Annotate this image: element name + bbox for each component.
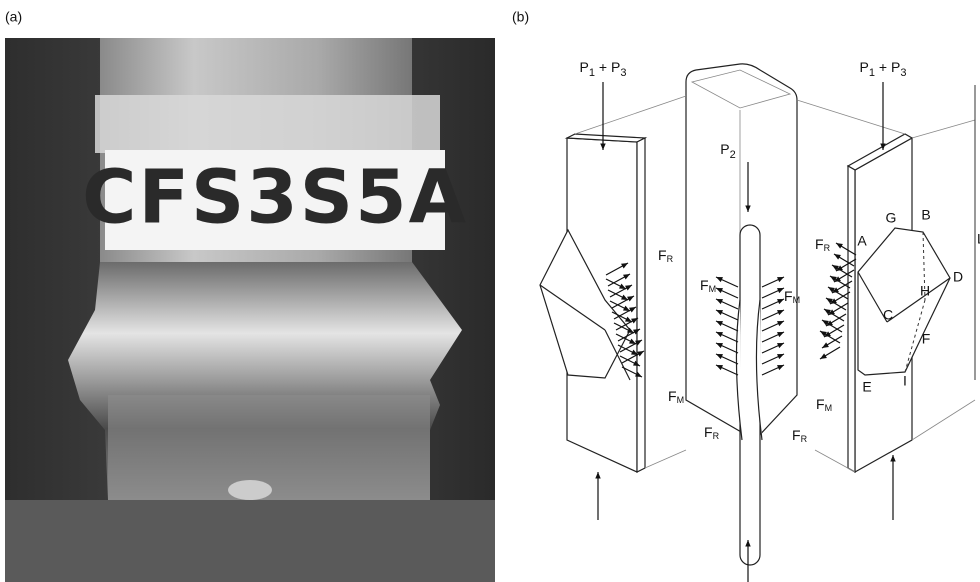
force-label: FM <box>784 288 800 306</box>
force-main: F <box>658 247 667 263</box>
point-label: C <box>883 307 893 323</box>
diagram <box>540 64 975 565</box>
point-label: A <box>857 233 867 249</box>
point-label: B <box>921 207 930 223</box>
force-arrow-head <box>836 243 843 249</box>
point-label: G <box>886 210 897 226</box>
force-label: FR <box>815 236 831 254</box>
load-plus: + P <box>875 59 900 75</box>
force-main: F <box>815 236 824 252</box>
force-sub: M <box>825 403 833 413</box>
load-label: P1 + P3 <box>580 59 627 79</box>
panel-label: (b) <box>512 9 529 25</box>
photo: CFS3S5A <box>5 38 495 582</box>
point-label: E <box>862 379 871 395</box>
reaction-arrow-head <box>595 472 600 478</box>
force-sub: R <box>713 431 720 441</box>
point-label: I <box>903 373 907 389</box>
force-label: FR <box>704 424 720 442</box>
force-label: FR <box>658 247 674 265</box>
force-arrow-head <box>822 342 829 348</box>
force-main: F <box>704 424 713 440</box>
force-label: FR <box>792 427 808 445</box>
force-main: F <box>816 396 825 412</box>
force-arrow-head <box>834 254 841 260</box>
force-arrow-head <box>820 353 827 359</box>
force-label: FM <box>816 396 832 414</box>
load-sub: 3 <box>620 67 626 79</box>
point-label: F <box>922 331 931 347</box>
load-sub: 2 <box>730 149 736 161</box>
force-main: F <box>784 288 793 304</box>
force-main: F <box>792 427 801 443</box>
force-label: FM <box>668 388 684 406</box>
force-main: F <box>668 388 677 404</box>
force-sub: M <box>709 284 717 294</box>
reaction-arrow-head <box>890 455 895 461</box>
load-main: P <box>860 59 869 75</box>
figure: CFS3S5A (a)(b)P1 + P3P1 + P3P2F <box>0 0 980 582</box>
force-sub: M <box>793 295 801 305</box>
load-sub: 3 <box>900 67 906 79</box>
panel-label: (a) <box>5 9 22 25</box>
specimen-label: CFS3S5A <box>82 155 468 241</box>
load-label: P1 + P3 <box>860 59 907 79</box>
force-sub: R <box>824 243 831 253</box>
force-sub: R <box>667 254 674 264</box>
load-main: P <box>580 59 589 75</box>
load-main: P <box>720 141 729 157</box>
force-main: F <box>700 277 709 293</box>
point-label: H <box>920 283 930 299</box>
load-plus: + P <box>595 59 620 75</box>
point-label: D <box>953 269 963 285</box>
force-sub: M <box>677 395 685 405</box>
force-sub: R <box>801 434 808 444</box>
